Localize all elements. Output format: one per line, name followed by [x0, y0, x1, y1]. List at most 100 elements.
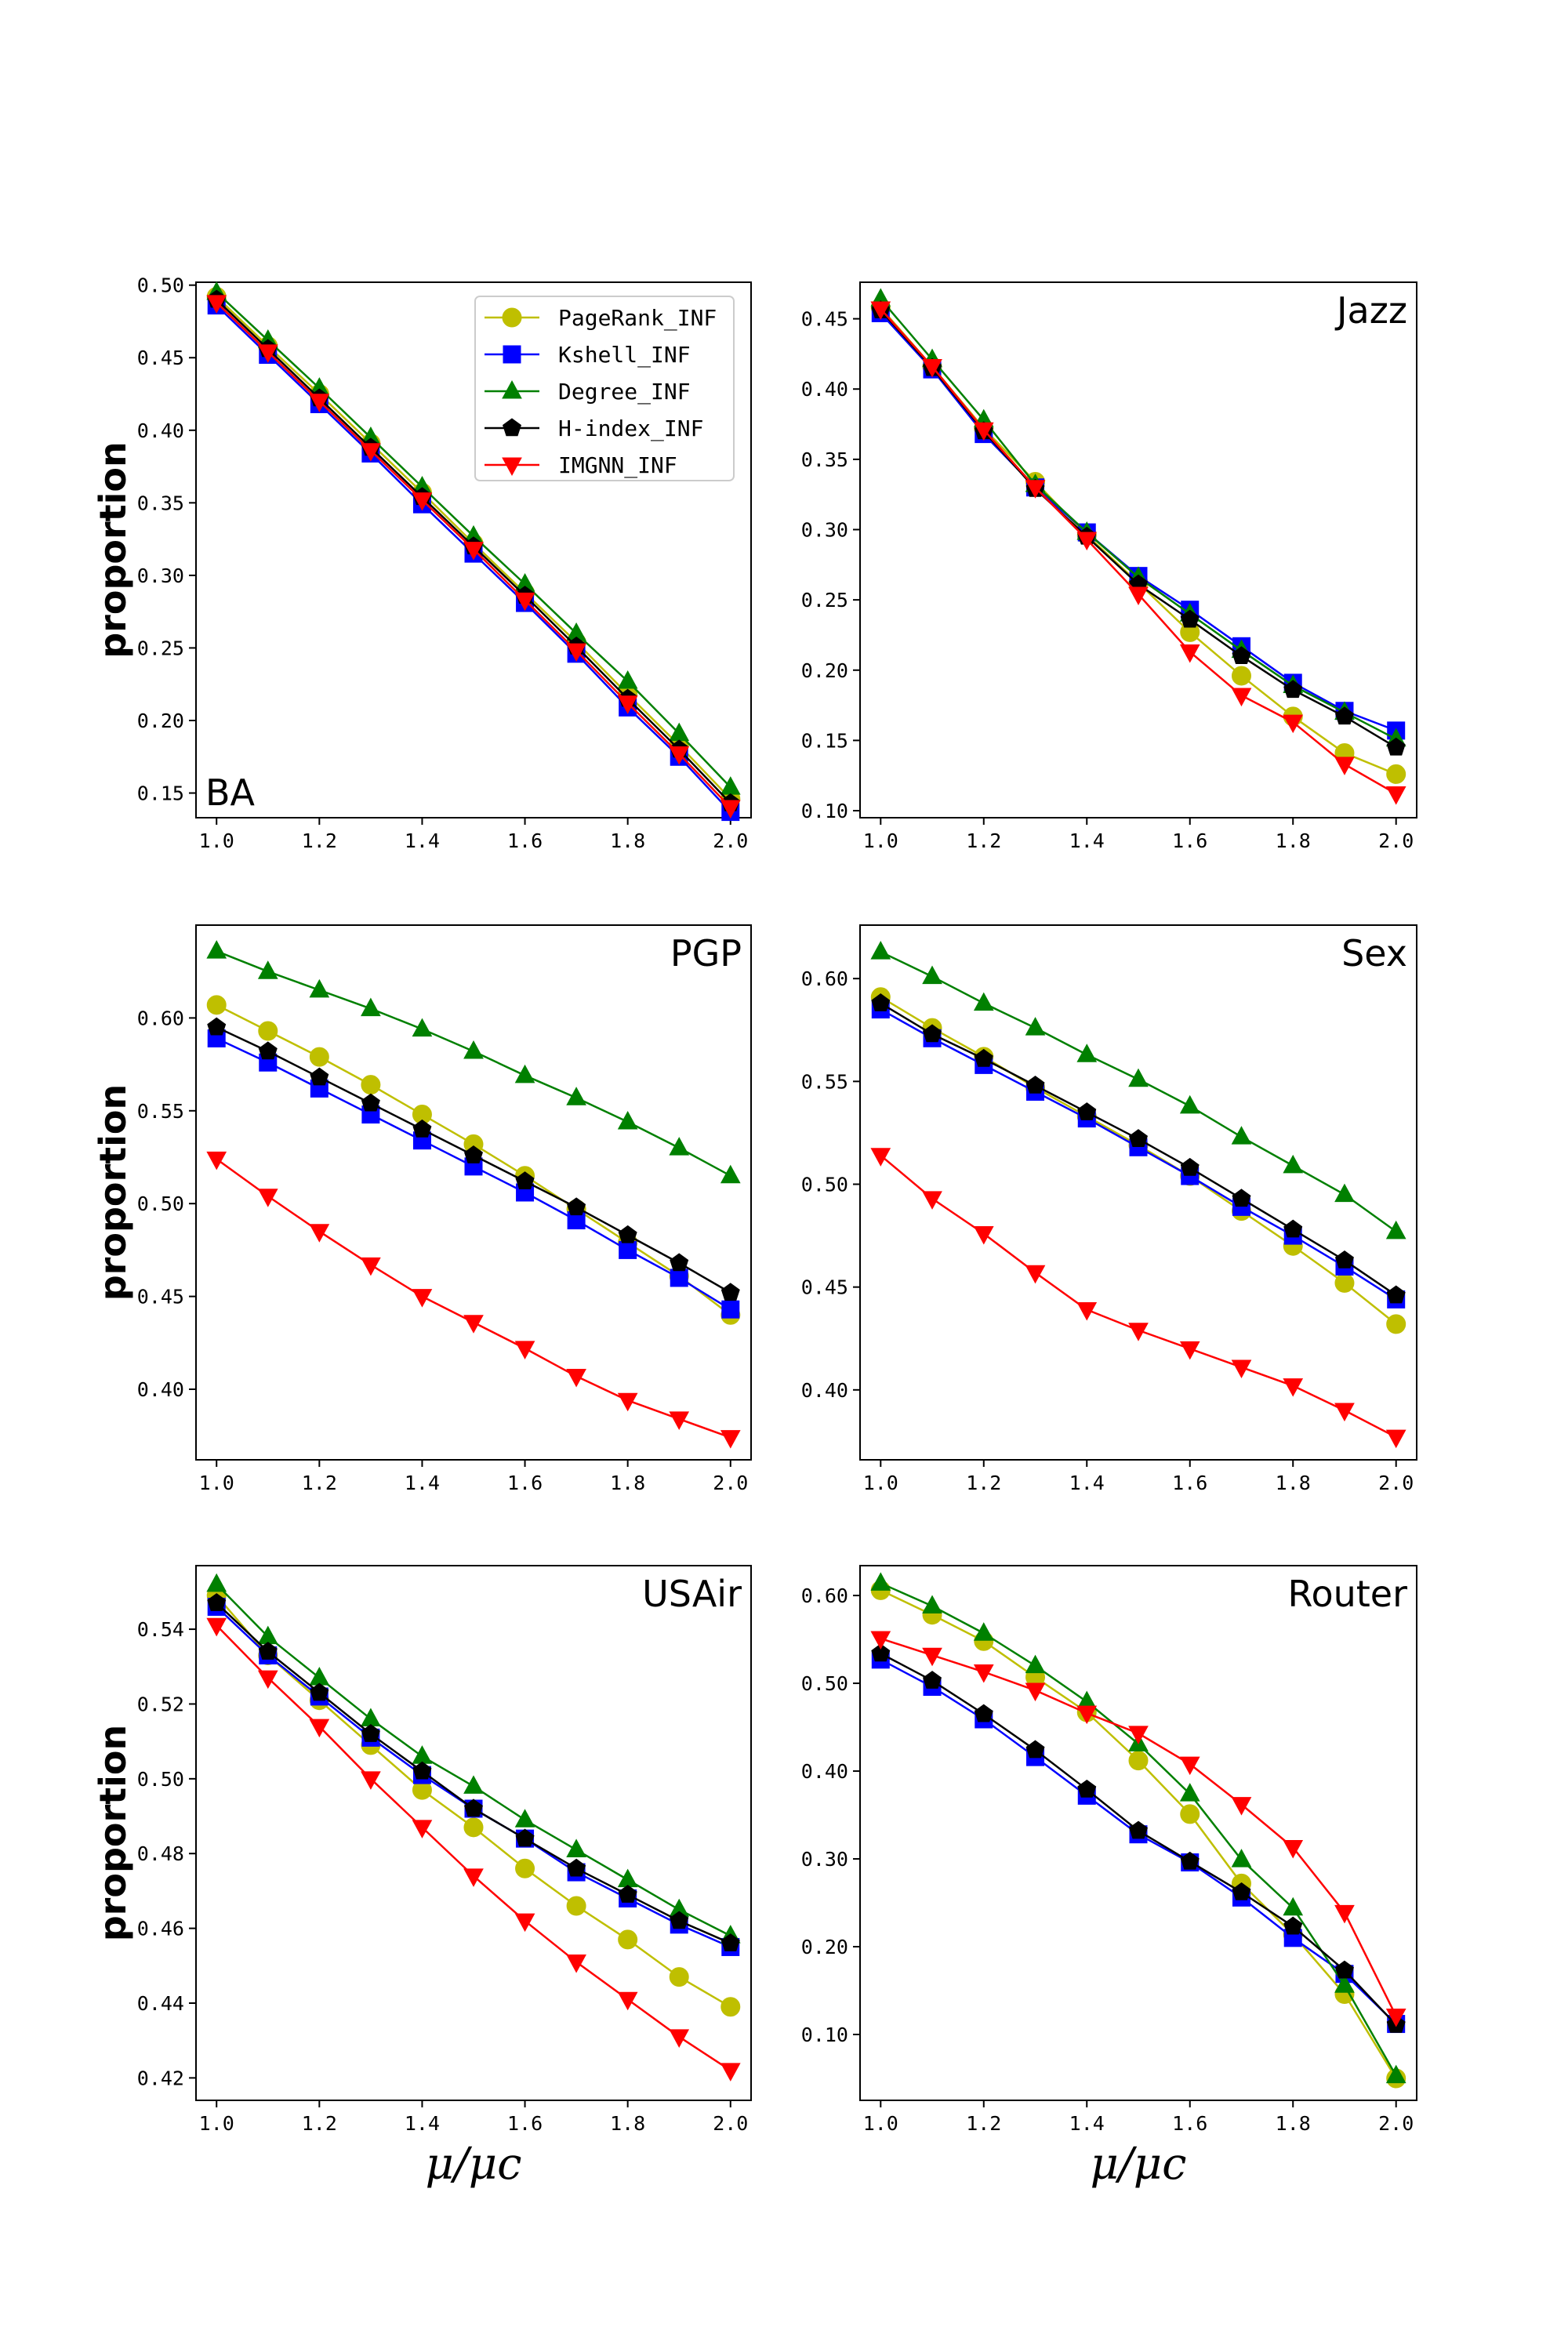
data-point	[1025, 1265, 1046, 1284]
y-tick-label: 0.48	[137, 1842, 184, 1865]
data-point	[922, 1191, 942, 1210]
y-tick-label: 0.60	[801, 967, 848, 990]
y-tick-label: 0.25	[137, 637, 184, 659]
data-point	[361, 997, 381, 1017]
data-point	[412, 1119, 432, 1138]
series-line	[880, 312, 1397, 732]
data-point	[720, 1283, 740, 1301]
panel-title: USAir	[642, 1573, 742, 1615]
data-point	[720, 2063, 741, 2082]
y-tick-label: 0.54	[137, 1618, 184, 1641]
panel-jazz: 1.0 1.2 1.4 1.6 1.8 2.0 0.10 0.15 0.20 0.25 0.30 0.…	[801, 281, 1417, 852]
data-point	[515, 1858, 535, 1878]
panel-title: Jazz	[1334, 289, 1407, 332]
series-line	[216, 1158, 731, 1439]
y-tick-label: 0.45	[137, 1286, 184, 1308]
data-point	[1283, 1154, 1304, 1174]
x-tick-label: 1.6	[507, 1472, 543, 1494]
data-point	[1180, 609, 1200, 628]
series-degree-inf	[870, 941, 1406, 1240]
data-point	[206, 995, 227, 1015]
data-point	[514, 1913, 535, 1933]
data-point	[1386, 737, 1406, 756]
y-tick-label: 0.45	[801, 1276, 848, 1299]
data-point	[412, 1820, 433, 1838]
series-imgnn-inf	[870, 301, 1406, 805]
data-point	[974, 1704, 993, 1722]
legend-label: IMGNN_INF	[558, 452, 677, 479]
series-degree-inf	[206, 1573, 741, 1944]
data-point	[309, 1047, 329, 1067]
legend-marker	[502, 457, 522, 477]
data-point	[618, 1929, 638, 1950]
data-point	[310, 1682, 329, 1701]
data-point	[922, 1647, 942, 1667]
data-point	[1386, 764, 1406, 784]
data-point	[870, 1148, 891, 1167]
data-point	[1128, 1726, 1149, 1744]
data-point	[870, 1572, 891, 1591]
data-point	[1283, 714, 1304, 734]
data-point	[669, 1411, 690, 1430]
legend-label: PageRank_INF	[558, 305, 717, 332]
legend-entry: IMGNN_INF	[485, 452, 677, 479]
data-point	[514, 1341, 535, 1359]
data-point	[566, 1955, 586, 1973]
data-point	[720, 1997, 741, 2017]
x-tick-label: 1.8	[610, 1472, 645, 1494]
data-point	[514, 592, 535, 612]
x-tick-label: 1.4	[405, 2112, 440, 2135]
series-degree-inf	[870, 288, 1406, 747]
y-tick-label: 0.44	[137, 1992, 184, 2015]
x-tick-label: 1.4	[1069, 2112, 1105, 2135]
x-tick-label: 1.8	[1276, 1472, 1311, 1494]
data-point	[206, 295, 227, 314]
data-point	[1334, 1960, 1354, 1979]
data-point	[1334, 1272, 1355, 1293]
x-tick-label: 2.0	[1378, 829, 1414, 852]
y-axis-label: proportion	[92, 441, 134, 659]
data-point	[923, 1024, 942, 1043]
data-point	[871, 993, 891, 1011]
data-point	[412, 1745, 433, 1764]
data-point	[1334, 1974, 1355, 1993]
data-point	[1386, 1314, 1406, 1334]
data-point	[257, 344, 278, 363]
x-tick-label: 1.0	[863, 2112, 898, 2135]
data-point	[1025, 480, 1046, 499]
data-point	[1076, 1705, 1098, 1725]
data-point	[618, 1885, 637, 1903]
x-tick-label: 1.2	[966, 2112, 1001, 2135]
data-point	[463, 1145, 484, 1163]
data-point	[1283, 1896, 1304, 1916]
data-point	[1334, 706, 1354, 725]
data-point	[206, 1617, 227, 1637]
y-axis-label: proportion	[92, 1084, 134, 1301]
data-point	[463, 1798, 484, 1817]
data-point	[617, 695, 638, 714]
data-point	[412, 492, 433, 511]
data-point	[617, 670, 638, 689]
data-point	[923, 1671, 942, 1689]
data-point	[1283, 1916, 1303, 1935]
data-point	[309, 1224, 330, 1243]
panel-ba: 1.0 1.2 1.4 1.6 1.8 2.0 0.15 0.20 0.25 0.30 0.35 0.…	[92, 274, 752, 852]
y-tick-label: 0.30	[801, 1848, 848, 1871]
data-point	[361, 443, 381, 462]
data-point	[309, 978, 330, 998]
x-tick-label: 1.4	[405, 1472, 440, 1494]
y-tick-label: 0.50	[137, 274, 184, 297]
y-tick-label: 0.55	[801, 1070, 848, 1093]
data-point	[1179, 1756, 1200, 1776]
legend-box	[474, 296, 735, 481]
series-line	[880, 1154, 1397, 1439]
data-point	[720, 800, 741, 819]
data-point	[567, 1197, 586, 1216]
x-tick-label: 1.6	[507, 2112, 543, 2135]
series-pagerank-inf	[870, 297, 1406, 784]
data-point	[1179, 644, 1200, 663]
plot-frame	[859, 1565, 1417, 2101]
x-tick-label: 1.6	[1172, 1472, 1207, 1494]
y-tick-label: 0.20	[137, 710, 184, 732]
data-point	[617, 1392, 638, 1412]
